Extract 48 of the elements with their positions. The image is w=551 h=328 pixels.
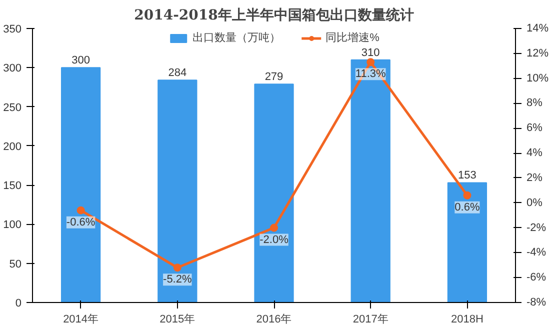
y2-tick-label: -4% [526,246,546,259]
data-label: -5.2% [163,274,192,286]
point [76,206,85,214]
legend-label: 出口数量（万吨） [192,31,281,45]
y2-tick-label: -8% [526,296,546,308]
data-label: -0.6% [66,216,96,228]
bar [254,84,294,302]
y-tick-label: 100 [3,219,22,232]
x-tick-label: 2016年 [256,314,292,326]
data-label: 153 [458,170,476,182]
data-label: -2.0% [260,234,289,246]
y-tick-label: 50 [9,258,22,270]
data-label: 284 [168,67,187,80]
y-tick-label: 0 [15,298,22,310]
legend-label: 同比增速% [326,31,380,45]
data-label: 279 [264,71,284,84]
y2-tick-label: 12% [526,47,549,60]
y-tick-label: 300 [3,62,22,75]
x-tick-label: 2017年 [352,314,388,326]
y2-tick-label: 4% [526,147,543,160]
point [173,264,182,272]
point [270,224,278,232]
y-tick-label: 250 [3,102,22,114]
y2-tick-label: -6% [526,272,546,284]
bar [447,182,488,302]
data-label: 300 [72,54,90,67]
y2-tick-label: 2% [526,172,543,184]
x-tick-label: 2015年 [160,314,196,326]
x-tick-label: 2014年 [63,314,99,326]
y-tick-label: 150 [3,180,22,192]
point [366,58,375,66]
data-label: 11.3% [355,68,386,80]
point [463,191,472,200]
y2-tick-label: 6% [526,122,543,134]
y-tick-label: 350 [3,24,22,36]
bar [350,59,390,302]
y2-tick-label: 10% [526,72,549,84]
bar [158,80,198,302]
chart-title: 2014-2018年上半年中国箱包出口数量统计 [134,6,414,24]
bar [60,67,101,302]
data-label: 310 [361,46,380,59]
y2-tick-label: 0% [526,196,543,209]
y2-tick-label: -2% [526,222,546,234]
data-label: 0.6% [454,201,480,214]
y2-tick-label: 14% [526,22,549,34]
y-tick-label: 200 [3,140,22,153]
x-tick-label: 2018H [450,314,484,326]
y2-tick-label: 8% [526,97,543,110]
